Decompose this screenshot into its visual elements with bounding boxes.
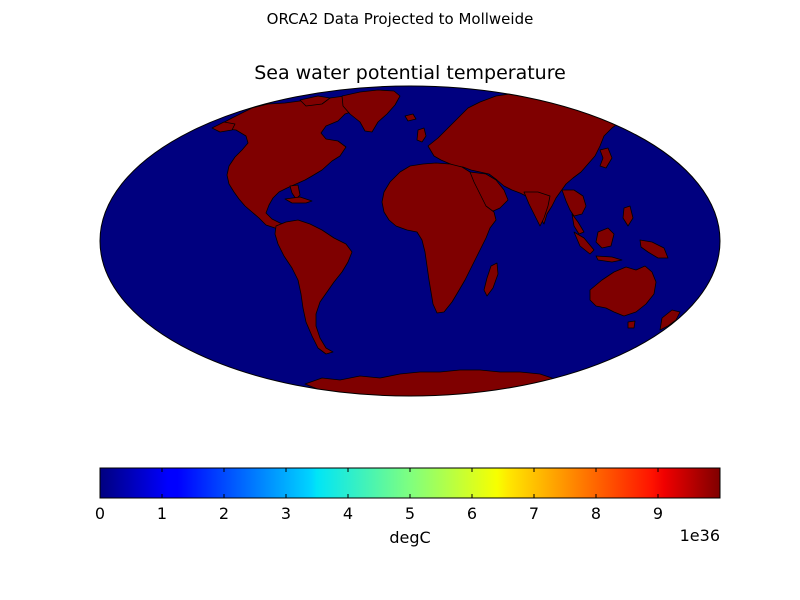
land-south-america bbox=[274, 219, 353, 355]
land-new-guinea bbox=[639, 239, 669, 259]
land-arctic-islands bbox=[299, 95, 331, 107]
land-japan bbox=[599, 147, 613, 169]
land-eurasia bbox=[427, 91, 621, 225]
colorbar-gradient bbox=[99, 467, 721, 499]
land-borneo bbox=[595, 227, 615, 249]
colorbar-multiplier: 1e36 bbox=[680, 526, 720, 545]
land-caribbean bbox=[284, 196, 313, 204]
colorbar-tick-label: 5 bbox=[405, 504, 415, 523]
colorbar-tick-label: 8 bbox=[591, 504, 601, 523]
ocean-field bbox=[100, 86, 720, 396]
land-indochina bbox=[561, 189, 587, 217]
land-africa bbox=[381, 162, 497, 314]
colorbar-label: degC bbox=[389, 528, 430, 547]
land-greenland bbox=[341, 89, 401, 133]
land-uk bbox=[416, 127, 427, 143]
land-malay bbox=[571, 213, 585, 235]
land-iceland bbox=[404, 113, 417, 122]
land-australia bbox=[589, 265, 657, 317]
colorbar-tick-label: 3 bbox=[281, 504, 291, 523]
land-alaska bbox=[211, 121, 236, 133]
land-tasmania bbox=[627, 320, 636, 329]
colorbar: 0 1 2 3 4 5 6 7 8 9 1e36 degC bbox=[95, 467, 721, 547]
land-new-zealand bbox=[659, 309, 681, 331]
colorbar-tick-label: 1 bbox=[157, 504, 167, 523]
colorbar-ticks: 0 1 2 3 4 5 6 7 8 9 bbox=[95, 468, 663, 523]
figure-suptitle: ORCA2 Data Projected to Mollweide bbox=[266, 10, 534, 28]
colorbar-tick-label: 2 bbox=[219, 504, 229, 523]
colorbar-tick-label: 7 bbox=[529, 504, 539, 523]
colorbar-tick-label: 0 bbox=[95, 504, 105, 523]
land-india bbox=[523, 191, 551, 227]
land-madagascar bbox=[483, 262, 499, 297]
colorbar-tick-label: 6 bbox=[467, 504, 477, 523]
map-title: Sea water potential temperature bbox=[254, 62, 566, 84]
colorbar-tick-label: 4 bbox=[343, 504, 353, 523]
map-axes bbox=[99, 85, 721, 397]
land-philippines bbox=[622, 205, 634, 227]
map-boundary bbox=[99, 85, 721, 397]
land-java bbox=[595, 255, 623, 263]
land-sumatra bbox=[573, 231, 595, 255]
colorbar-tick-label: 9 bbox=[653, 504, 663, 523]
land-mask-layer bbox=[211, 89, 681, 396]
